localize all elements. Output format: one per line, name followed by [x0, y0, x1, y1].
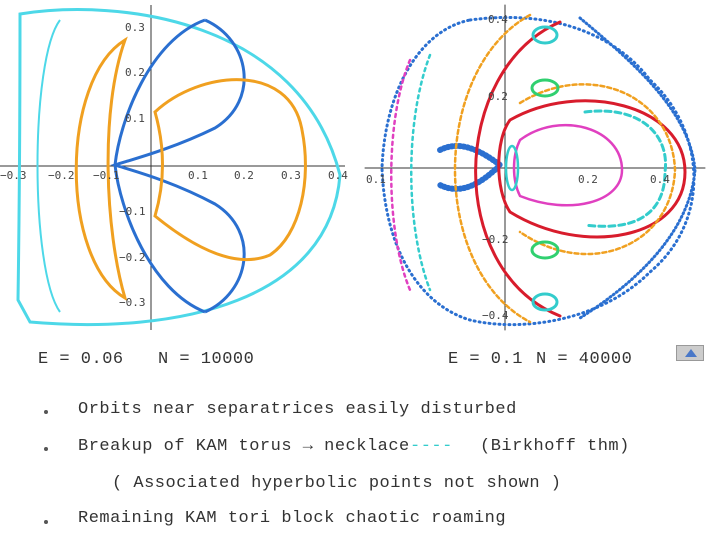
separatrix	[110, 18, 246, 314]
necklace-mark: ----	[410, 437, 453, 456]
y-tick-label: −0.2	[119, 251, 146, 264]
x-tick-label: −0.1	[93, 169, 120, 182]
left-plot	[0, 5, 345, 330]
orbit	[390, 58, 412, 292]
x-tick-label: 0.4	[328, 169, 348, 182]
y-tick-label: 0.1	[125, 112, 145, 125]
y-tick-label: −0.2	[482, 233, 509, 246]
right-plot	[364, 4, 706, 331]
orbit	[583, 109, 668, 228]
orbit	[410, 53, 432, 292]
right-ticks: 0.1 0.2 0.4 0.4 0.2 −0.2 −0.4	[366, 13, 670, 322]
bullet-text: Orbits near separatrices easily disturbe…	[78, 400, 517, 419]
island	[530, 78, 560, 98]
island	[530, 240, 560, 260]
y-tick-label: −0.1	[119, 205, 146, 218]
bullet-text: Breakup of KAM torus → necklace	[78, 437, 410, 456]
left-ticks: −0.3 −0.2 −0.1 0.1 0.2 0.3 0.4 0.3 0.2 0…	[0, 21, 348, 309]
bullet	[44, 410, 48, 414]
caption: N = 40000	[536, 350, 633, 369]
orbit	[453, 13, 532, 324]
y-tick-label: 0.3	[125, 21, 145, 34]
x-tick-label: 0.2	[234, 169, 254, 182]
x-tick-label: 0.3	[281, 169, 301, 182]
y-tick-label: 0.2	[488, 90, 508, 103]
bullet-text: (Birkhoff thm)	[480, 437, 630, 456]
island	[504, 144, 520, 192]
caption: N = 10000	[158, 350, 255, 369]
inner-orbit	[36, 19, 61, 313]
orbit	[512, 123, 624, 207]
note: ( Associated hyperbolic points not shown…	[112, 474, 562, 493]
bullet	[44, 447, 48, 451]
caption: E = 0.1	[448, 350, 523, 369]
island	[531, 25, 559, 45]
y-tick-label: −0.4	[482, 309, 509, 322]
bullet	[44, 520, 48, 524]
orbit	[474, 20, 562, 318]
chaotic-sea	[578, 16, 697, 320]
figures: −0.3 −0.2 −0.1 0.1 0.2 0.3 0.4 0.3 0.2 0…	[0, 4, 706, 331]
bullet-text: Remaining KAM tori block chaotic roaming	[78, 509, 507, 528]
orbit	[497, 99, 687, 239]
island	[531, 292, 559, 312]
y-tick-label: 0.4	[488, 13, 508, 26]
x-tick-label: 0.2	[578, 173, 598, 186]
nav-button[interactable]	[676, 345, 704, 361]
x-tick-label: 0.1	[188, 169, 208, 182]
x-tick-label: −0.3	[0, 169, 27, 182]
y-tick-label: −0.3	[119, 296, 146, 309]
chaotic-cluster	[437, 143, 505, 192]
y-tick-label: 0.2	[125, 66, 145, 79]
chaotic-sea	[380, 15, 696, 327]
orbit	[153, 78, 307, 262]
x-tick-label: 0.1	[366, 173, 386, 186]
outer-orbit	[16, 8, 342, 327]
x-tick-label: −0.2	[48, 169, 75, 182]
x-tick-label: 0.4	[650, 173, 670, 186]
caption: E = 0.06	[38, 350, 124, 369]
orbit	[74, 36, 128, 302]
orbit	[518, 83, 677, 256]
